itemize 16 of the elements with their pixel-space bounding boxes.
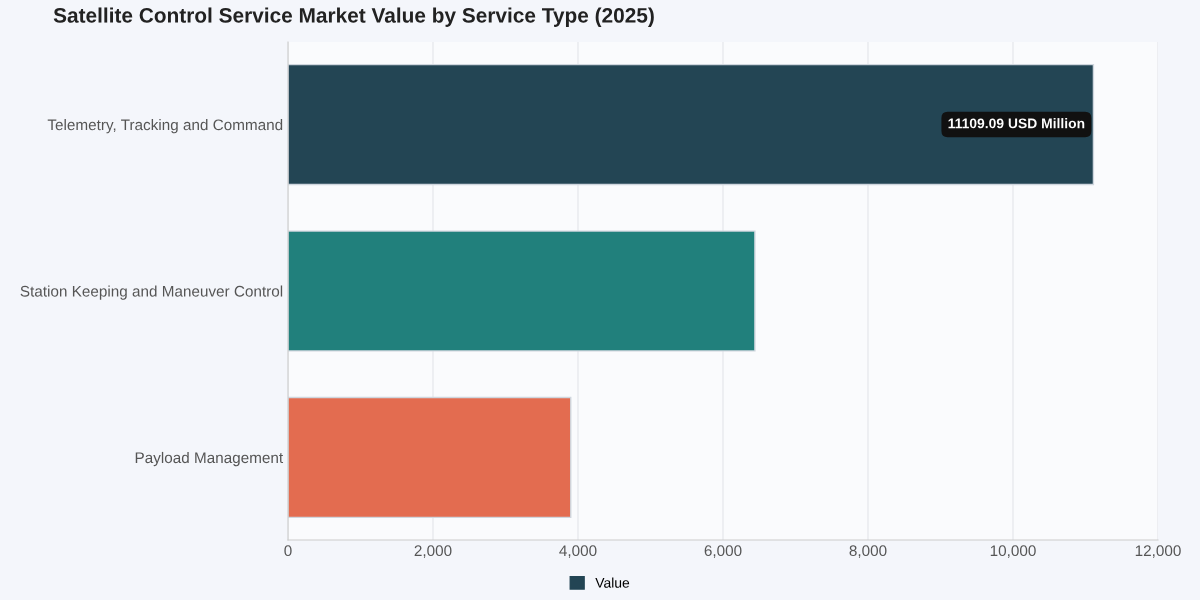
x-tick-label: 6,000: [704, 545, 742, 558]
x-tick-label: 0: [284, 545, 292, 557]
y-tick-label: Station Keeping and Maneuver Control: [20, 285, 283, 300]
bar: [288, 63, 1095, 186]
bar: [288, 396, 572, 519]
y-tick-label: Payload Management: [135, 451, 284, 467]
x-tick-label: 2,000: [414, 545, 452, 558]
chart-title: Satellite Control Service Market Value by Service Type (2025): [53, 7, 654, 27]
y-tick-label: Telemetry, Tracking and Command: [47, 119, 283, 134]
x-tick-label: 8,000: [849, 545, 887, 558]
bar: [288, 230, 756, 352]
annotation: 11109.09 USD Million: [948, 118, 1085, 129]
legend-label: Value: [595, 577, 630, 588]
x-tick-label: 10,000: [990, 545, 1036, 558]
x-tick-label: 4,000: [559, 545, 597, 558]
x-tick-label: 12,000: [1135, 545, 1181, 558]
